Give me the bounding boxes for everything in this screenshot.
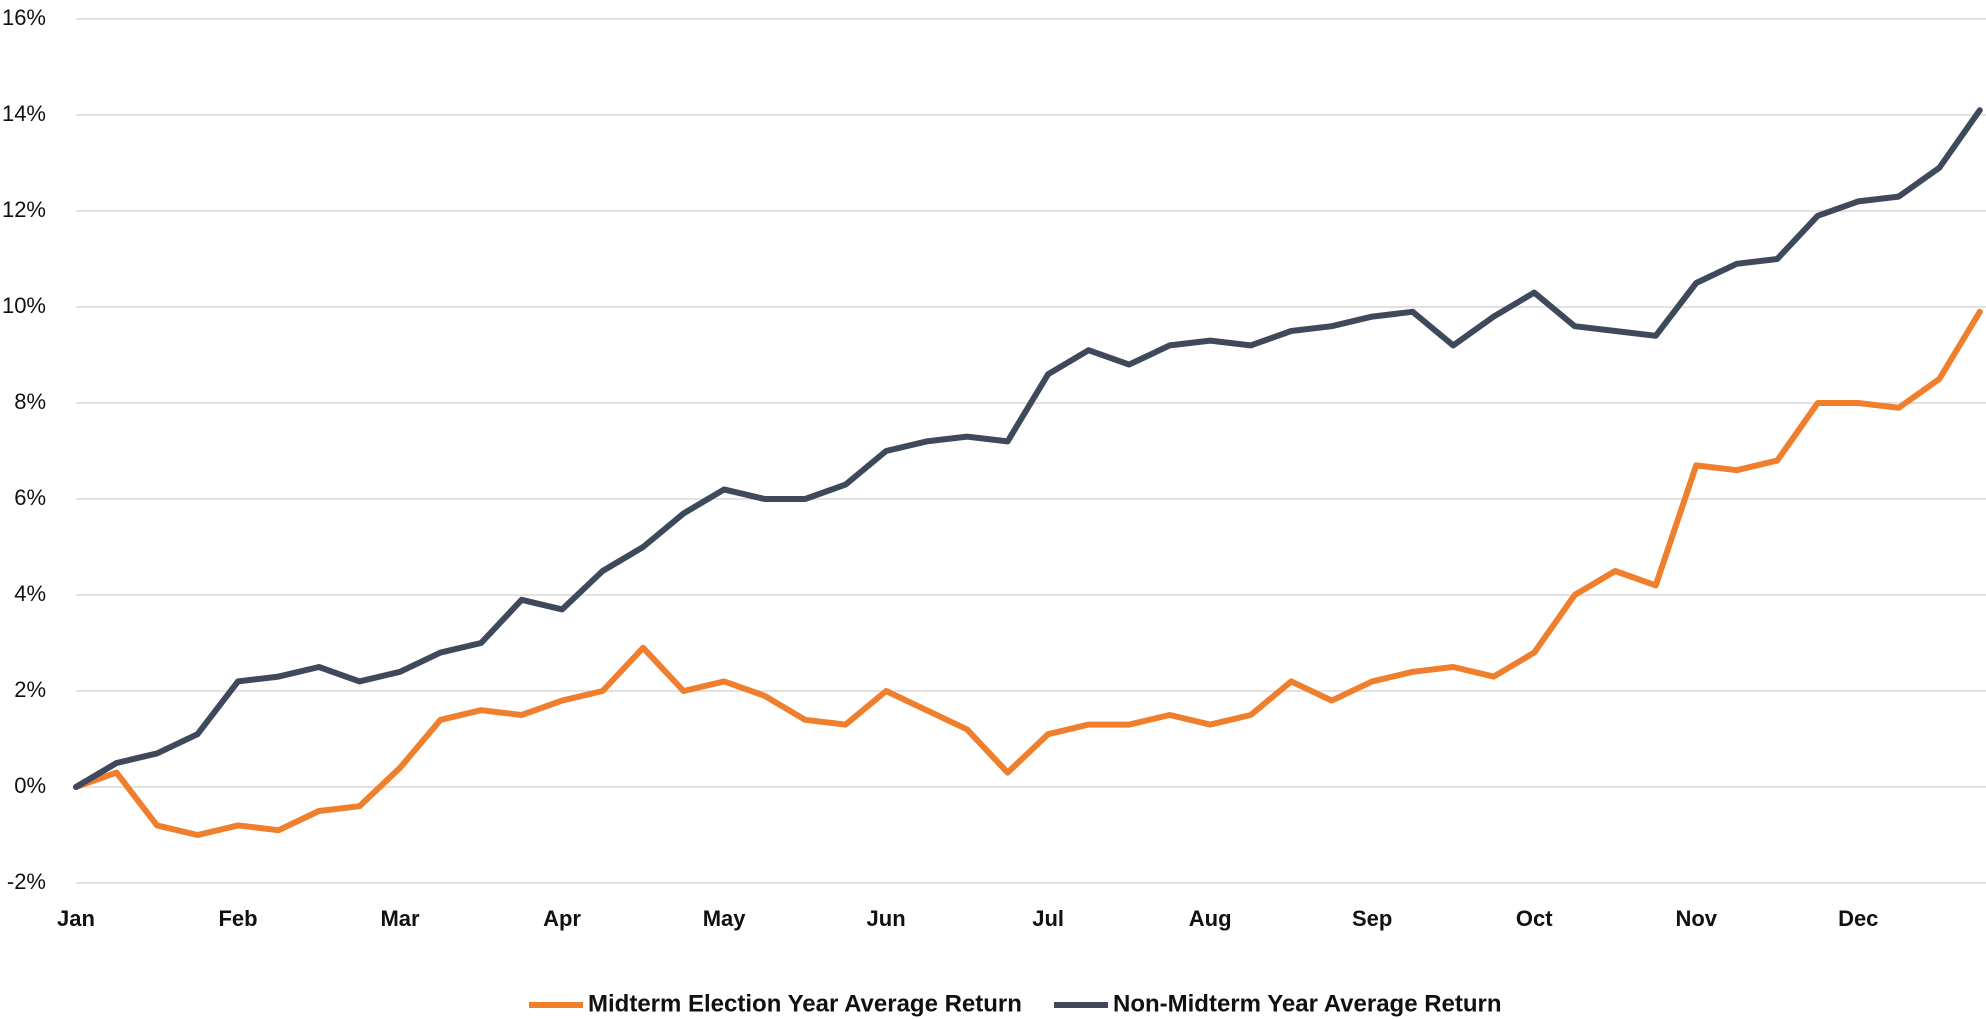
series-line (73, 107, 1983, 790)
x-tick-label: Mar (380, 906, 420, 931)
y-tick-label: 10% (2, 293, 46, 318)
y-tick-label: 4% (14, 581, 46, 606)
x-tick-label: Dec (1838, 906, 1878, 931)
x-tick-label: Aug (1189, 906, 1232, 931)
x-tick-label: Jan (57, 906, 95, 931)
x-tick-label: Feb (218, 906, 257, 931)
x-tick-label: Jul (1032, 906, 1064, 931)
legend-label: Non-Midterm Year Average Return (1113, 990, 1502, 1017)
y-tick-label: 6% (14, 485, 46, 510)
x-tick-label: Apr (543, 906, 581, 931)
y-tick-label: 16% (2, 5, 46, 30)
x-tick-label: Jun (867, 906, 906, 931)
series-line (73, 308, 1983, 838)
x-tick-label: Sep (1352, 906, 1392, 931)
x-tick-label: May (703, 906, 747, 931)
x-tick-label: Nov (1675, 906, 1717, 931)
y-tick-label: 8% (14, 389, 46, 414)
y-tick-label: -2% (7, 869, 46, 894)
y-tick-label: 14% (2, 101, 46, 126)
legend-label: Midterm Election Year Average Return (588, 990, 1022, 1017)
y-tick-label: 2% (14, 677, 46, 702)
y-tick-label: 12% (2, 197, 46, 222)
x-tick-label: Oct (1516, 906, 1553, 931)
y-tick-label: 0% (14, 773, 46, 798)
